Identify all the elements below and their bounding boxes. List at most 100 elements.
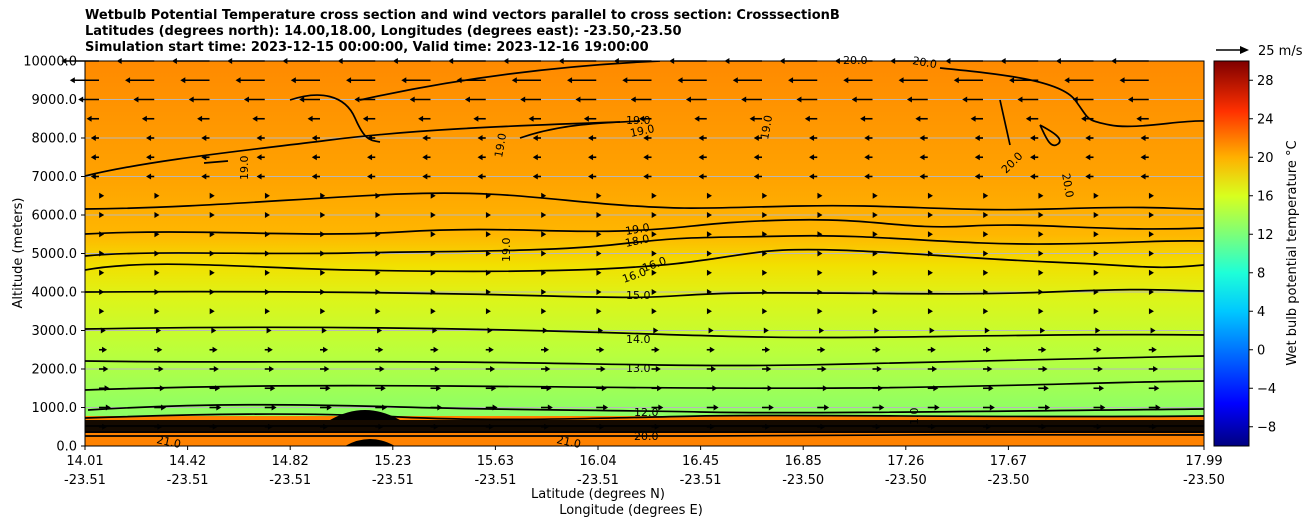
x-tick-label-lat: 16.45	[682, 454, 719, 469]
wind-vector	[320, 308, 326, 315]
wind-vector	[651, 269, 657, 276]
wind-vector	[919, 173, 928, 180]
y-tick-label: 7000.0	[32, 170, 78, 185]
wind-vector	[596, 250, 602, 257]
wind-vector	[749, 115, 762, 122]
wind-vector	[1093, 269, 1099, 276]
wind-vector	[430, 346, 439, 353]
wind-vector	[320, 212, 326, 218]
wind-vector	[651, 250, 657, 257]
wind-vector	[99, 231, 105, 238]
contour-line	[1039, 124, 1061, 147]
x-tick-label-lon: -23.51	[64, 473, 106, 488]
wind-vector	[753, 173, 762, 180]
x-tick-label-lon: -23.50	[885, 473, 927, 488]
wind-vector	[264, 423, 273, 430]
wind-vector	[1085, 154, 1094, 161]
x-tick-label-lat: 14.01	[66, 454, 103, 469]
wind-vector	[630, 96, 652, 103]
wind-vector	[927, 308, 933, 315]
wind-vector	[209, 423, 218, 430]
colorbar-tick-label: 12	[1257, 228, 1274, 243]
wind-vector	[311, 173, 320, 180]
wind-vector	[541, 308, 547, 315]
contour-line	[939, 67, 1204, 128]
wind-vector	[1072, 96, 1094, 103]
wind-vector	[99, 346, 108, 353]
wind-vector	[983, 346, 992, 353]
wind-vector	[596, 346, 605, 353]
wind-vector	[1095, 327, 1101, 334]
wind-vector	[698, 135, 707, 141]
wind-vector	[100, 327, 106, 334]
wind-vector	[817, 212, 823, 218]
wind-vector	[796, 96, 818, 103]
wind-vector	[252, 115, 265, 122]
x-tick-label-lat: 15.23	[374, 454, 411, 469]
wind-vector	[706, 366, 717, 372]
wind-vector	[1085, 135, 1094, 141]
wind-vector	[307, 115, 320, 122]
wind-vector	[1093, 346, 1102, 353]
contour-label: 1.0	[908, 408, 921, 426]
wind-vector	[485, 385, 497, 392]
wind-vector	[1140, 135, 1149, 141]
wind-vector	[477, 135, 486, 141]
wind-vector	[762, 423, 771, 430]
contour-label: 19.0	[492, 132, 509, 158]
wind-vector	[464, 96, 486, 103]
wind-vector	[872, 231, 878, 238]
wind-vector	[1093, 250, 1099, 257]
wind-vector	[541, 269, 547, 276]
wind-vector	[209, 192, 215, 199]
wind-vector	[320, 423, 329, 430]
wind-vector	[99, 308, 105, 315]
wind-vector	[1140, 154, 1149, 161]
contour-line	[203, 160, 229, 164]
contour-lines	[85, 61, 1204, 438]
wind-vector	[927, 289, 933, 295]
wind-vector	[154, 192, 160, 199]
wind-vector	[209, 366, 219, 372]
wind-vector	[99, 269, 105, 276]
wind-vector	[677, 77, 707, 84]
x-tick-label-lon: -23.51	[474, 473, 516, 488]
wind-vector	[706, 346, 715, 353]
wind-vector	[872, 308, 878, 315]
wind-vector	[872, 269, 878, 276]
wind-vector	[872, 346, 881, 353]
wind-vector	[651, 192, 657, 199]
x-tick-label-lon: -23.51	[680, 473, 722, 488]
wind-vector	[1038, 192, 1044, 199]
wind-vector	[741, 96, 762, 103]
wind-vector	[485, 250, 491, 257]
wind-vector	[927, 404, 940, 411]
wind-vector	[209, 212, 215, 218]
wind-vector	[708, 327, 714, 334]
contour-line	[85, 413, 1204, 421]
y-tick-label: 9000.0	[32, 93, 78, 108]
wind-vector	[375, 385, 386, 392]
wind-vector	[864, 154, 873, 161]
wind-vector	[154, 423, 163, 430]
wind-vector	[320, 289, 326, 295]
wind-vector	[485, 366, 496, 372]
x-tick-label-lon: -23.51	[372, 473, 414, 488]
wind-vector	[211, 327, 217, 334]
wind-vector	[1148, 192, 1154, 199]
wind-vector	[762, 231, 768, 238]
wind-vector	[86, 115, 99, 122]
wind-vector	[362, 115, 376, 122]
wind-vector	[532, 154, 541, 161]
contour-label: 13.0	[626, 362, 651, 375]
wind-vector	[430, 269, 436, 276]
contour-label: 19.0	[624, 221, 650, 238]
wind-vector	[983, 366, 993, 372]
wind-vector	[1085, 173, 1094, 180]
wind-vector	[1064, 77, 1094, 84]
contour-line	[85, 380, 1204, 391]
wind-vector	[90, 135, 99, 141]
x-tick-label-lat: 14.42	[169, 454, 206, 469]
wind-vector	[596, 231, 602, 238]
wind-vector	[983, 192, 989, 199]
